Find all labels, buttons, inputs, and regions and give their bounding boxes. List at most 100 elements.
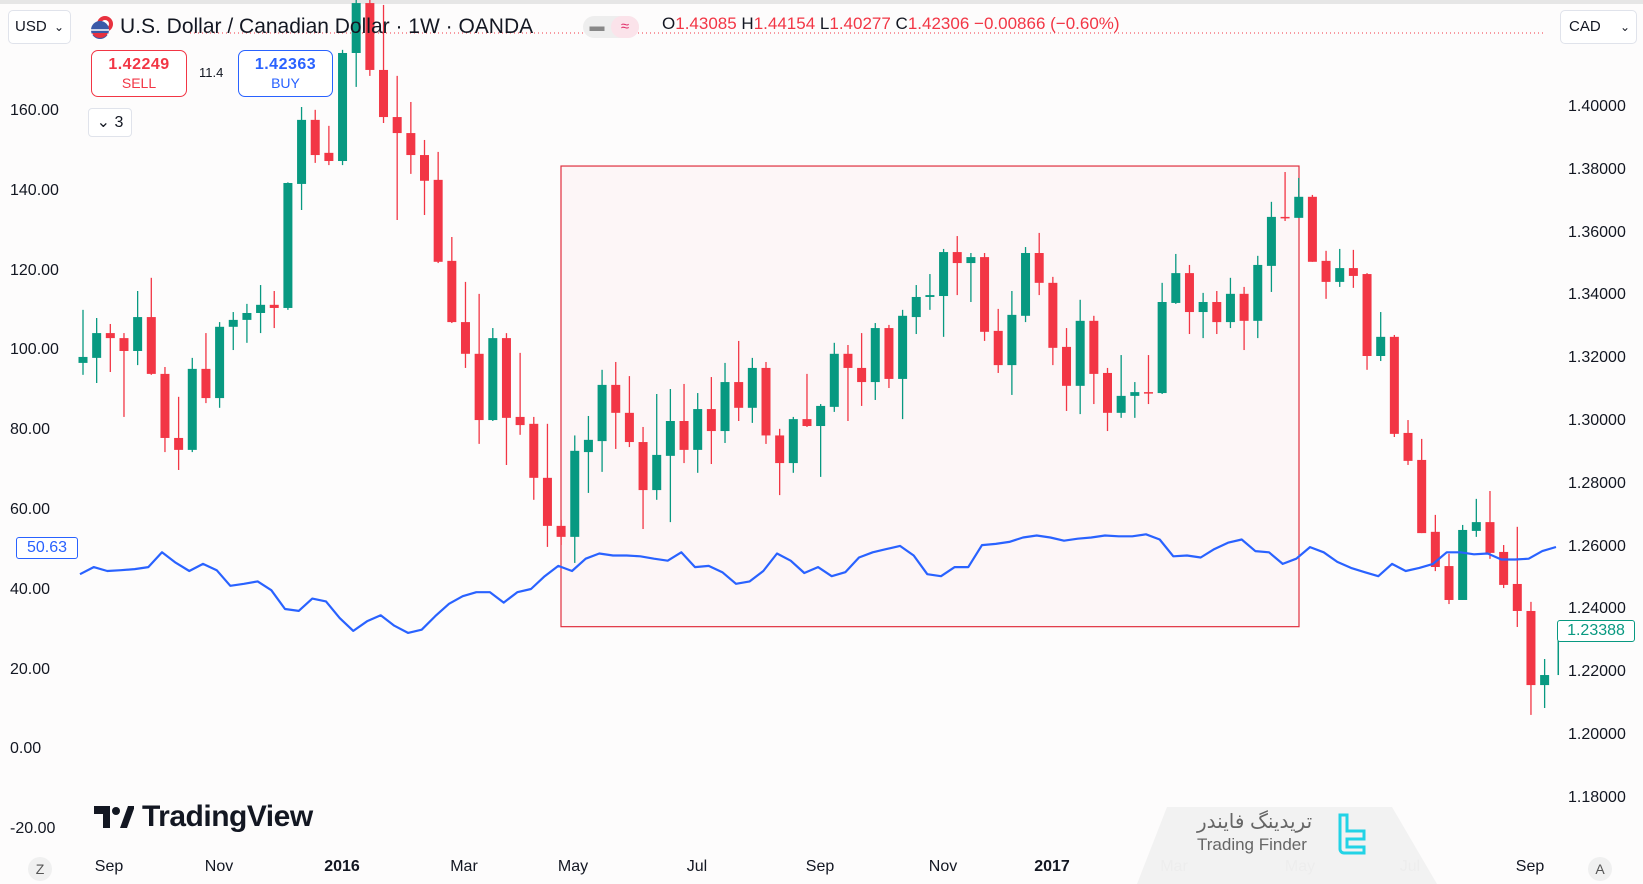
candle-body <box>980 257 990 332</box>
candle-body <box>720 382 730 432</box>
candle-body <box>174 437 184 450</box>
candle-down <box>1417 438 1427 534</box>
trading-finder-logo-icon <box>1338 813 1366 855</box>
candle-down <box>857 333 867 406</box>
candle-up <box>939 248 949 337</box>
candle-body <box>1280 216 1290 219</box>
candle-down <box>679 383 689 464</box>
indicator-current-label: 50.63 <box>16 537 78 559</box>
candle-body <box>187 368 197 450</box>
symbol-title[interactable]: U.S. Dollar / Canadian Dollar · 1W · OAN… <box>90 12 533 42</box>
candle-body <box>1171 273 1181 303</box>
top-border <box>0 0 1643 4</box>
candle-body <box>993 330 1003 366</box>
candle-body <box>556 525 566 537</box>
candle-body <box>1021 253 1031 316</box>
candle-body <box>597 384 607 442</box>
candle-up <box>1225 277 1235 329</box>
candle-down <box>1062 328 1072 411</box>
high-value: 1.44154 <box>753 14 816 33</box>
candle-body <box>488 338 498 421</box>
candle-down <box>638 426 648 530</box>
time-axis-tick: 2016 <box>324 858 360 875</box>
left-axis-tick: -20.00 <box>10 820 56 838</box>
auto-scale-button[interactable]: A <box>1588 857 1612 881</box>
candle-body <box>119 338 129 351</box>
candle-down <box>1321 250 1331 299</box>
candle-up <box>1157 282 1167 394</box>
delayed-data-icon[interactable]: ≈ <box>611 16 639 38</box>
candle-down <box>843 345 853 421</box>
candle-down <box>501 333 511 465</box>
right-axis-tick: 1.18000 <box>1568 788 1626 806</box>
candle-down <box>1212 291 1222 335</box>
high-label: H <box>741 14 754 33</box>
candle-up <box>652 393 662 500</box>
candle-up <box>570 435 580 563</box>
candle-up <box>1007 291 1017 395</box>
candle-up <box>92 318 102 384</box>
candle-body <box>624 412 634 443</box>
indicators-toggle-button[interactable]: ⌄ 3 <box>88 108 132 137</box>
candle-body <box>1048 282 1058 348</box>
time-axis-tick: Sep <box>94 858 124 875</box>
candle-up <box>693 393 703 473</box>
candle-down <box>802 373 812 427</box>
zoom-button[interactable]: Z <box>28 857 52 881</box>
candle-down <box>1089 315 1099 405</box>
candle-body <box>1034 253 1044 283</box>
quote-currency-label: CAD <box>1569 18 1601 35</box>
tradingview-wordmark: TradingView <box>142 800 313 833</box>
candle-body <box>201 368 211 399</box>
watermark-text-en: Trading Finder <box>1197 835 1307 854</box>
candle-up <box>1253 255 1263 339</box>
candle-up <box>488 328 498 421</box>
candle-up <box>966 253 976 302</box>
candle-body <box>788 419 798 464</box>
candle-down <box>160 366 170 453</box>
right-axis-tick: 1.32000 <box>1568 349 1626 367</box>
candle-down <box>146 277 156 375</box>
status-badges[interactable]: ▬ ≈ <box>583 16 639 38</box>
candle-down <box>433 151 443 264</box>
candle-down <box>542 423 552 547</box>
chevron-down-icon: ⌄ <box>96 114 115 131</box>
change-value: −0.00866 (−0.60%) <box>974 14 1120 33</box>
candle-body <box>133 317 143 351</box>
candle-body <box>228 319 238 327</box>
candle-body <box>1403 432 1413 461</box>
candle-body <box>1430 531 1440 568</box>
quote-currency-select[interactable]: CAD ⌄ <box>1560 10 1637 44</box>
candle-down <box>706 377 716 465</box>
candle-body <box>105 333 115 339</box>
candle-down <box>1348 249 1358 288</box>
candle-down <box>775 428 785 496</box>
candle-body <box>242 312 252 320</box>
candle-down <box>611 361 621 449</box>
watermark-text-fa: تریدینگ فایندر <box>1197 811 1313 833</box>
tradingview-logo[interactable]: TradingView <box>94 800 313 834</box>
candle-body <box>1130 392 1140 396</box>
candle-body <box>1458 529 1468 600</box>
base-currency-select[interactable]: USD ⌄ <box>8 10 71 44</box>
candle-body <box>1485 522 1495 553</box>
candle-body <box>843 353 853 368</box>
market-closed-icon[interactable]: ▬ <box>589 18 605 35</box>
candle-up <box>720 362 730 443</box>
sell-button[interactable]: 1.42249 SELL <box>91 50 187 97</box>
candle-down <box>1048 276 1058 366</box>
candle-body <box>1294 196 1304 218</box>
buy-label: BUY <box>271 75 300 91</box>
left-axis-tick: 80.00 <box>10 421 51 439</box>
candle-body <box>1253 264 1263 321</box>
candle-body <box>1157 301 1167 394</box>
candle-down <box>734 340 744 421</box>
candle-body <box>1499 551 1509 585</box>
candle-down <box>1389 334 1399 438</box>
candle-up <box>1130 382 1140 418</box>
candle-body <box>952 252 962 264</box>
candle-up <box>1198 292 1208 339</box>
candle-down <box>515 352 525 435</box>
buy-button[interactable]: 1.42363 BUY <box>238 50 333 97</box>
